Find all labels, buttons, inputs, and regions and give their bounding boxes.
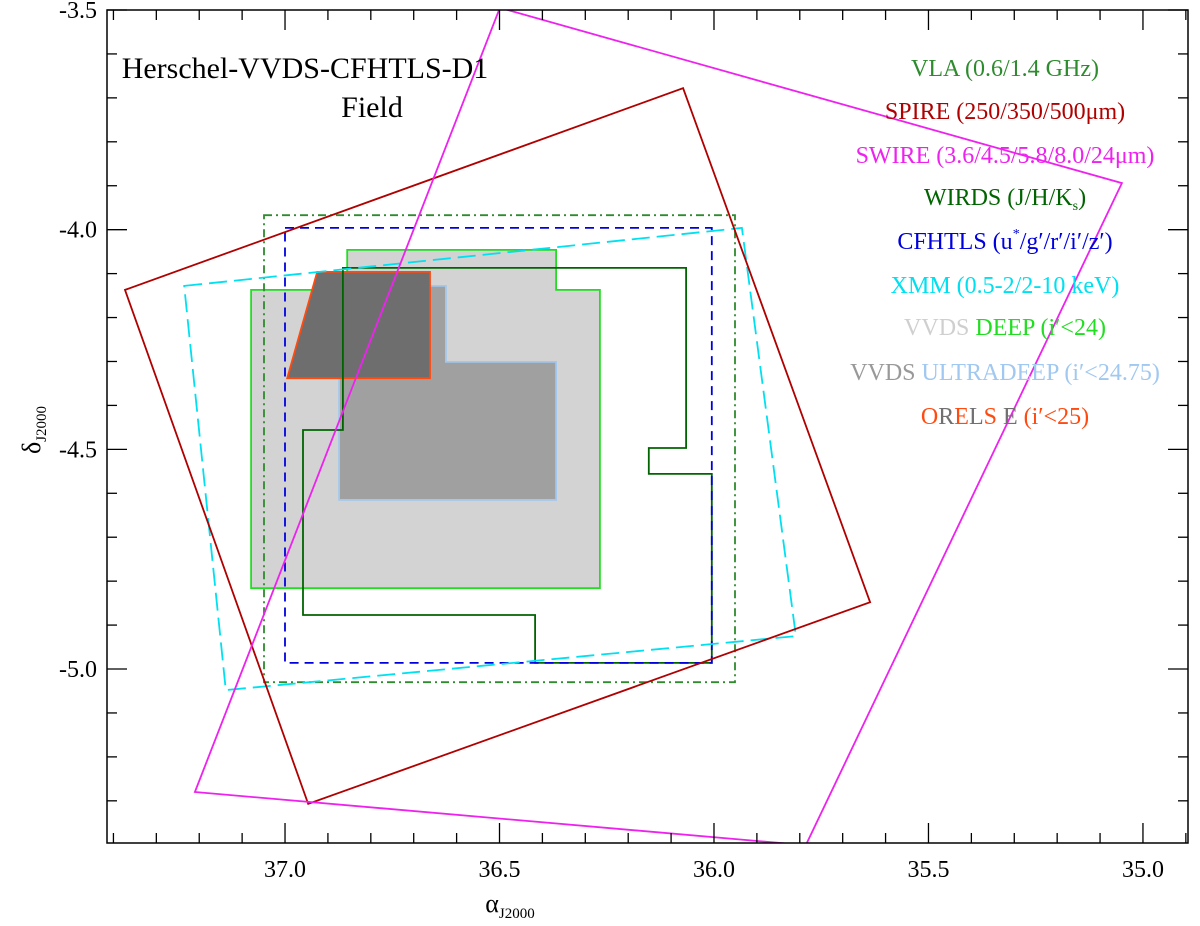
- legend-entry: VVDS ULTRADEEP (i′<24.75): [850, 360, 1160, 386]
- regions-layer: [123, 10, 1124, 843]
- region-xmm: [183, 226, 797, 692]
- region-cfhtls: [284, 226, 713, 664]
- y-tick-label: -5.0: [59, 657, 97, 683]
- y-axis-label-main: δ: [17, 442, 46, 454]
- legend-entry: SPIRE (250/350/500μm): [885, 99, 1125, 125]
- legend-entry-part: R: [938, 404, 954, 430]
- region-orelse: [286, 270, 431, 380]
- x-axis-label: αJ2000: [485, 889, 534, 922]
- legend-entry: CFHTLS (u*/g′/r′/i′/z′): [897, 227, 1112, 255]
- legend-entry-part: VLA (0.6/1.4 GHz): [911, 56, 1099, 82]
- legend: VLA (0.6/1.4 GHz)SPIRE (250/350/500μm)SW…: [850, 56, 1160, 430]
- legend-entry-part: DEEP (i′<24): [975, 315, 1106, 341]
- legend-entry-part: *: [1013, 227, 1020, 242]
- legend-entry-part: CFHTLS (u: [897, 229, 1012, 255]
- y-tick-label: -4.5: [59, 437, 97, 463]
- legend-entry-part: SWIRE (3.6/4.5/5.8/8.0/24μm): [856, 143, 1155, 169]
- legend-entry-part: ULTRADEEP (i′<24.75): [922, 360, 1160, 386]
- region-swire: [193, 10, 1124, 843]
- legend-entry-part: O: [921, 404, 938, 430]
- legend-entry-part: XMM (0.5-2/2-10 keV): [891, 273, 1120, 299]
- region-vla: [263, 214, 736, 684]
- legend-entry: ORELS E (i′<25): [921, 404, 1089, 430]
- y-axis-label: δJ2000: [17, 406, 50, 454]
- plot-frame: [106, 9, 1189, 844]
- region-spire: [123, 87, 872, 806]
- x-tick-label: 35.0: [1122, 857, 1164, 883]
- legend-entry-part: S: [984, 404, 997, 430]
- legend-entry-part: VVDS: [850, 360, 921, 386]
- tick-labels: 37.0 36.5 36.0 35.5 35.0 -3.5 -4.0 -4.5 -5.0: [59, 0, 1164, 883]
- legend-entry-part: s: [1073, 199, 1078, 214]
- legend-entry: VVDS DEEP (i′<24): [904, 315, 1106, 341]
- legend-entry-part: E: [954, 404, 969, 430]
- legend-entry-part: WIRDS (J/H/K: [924, 185, 1073, 211]
- legend-entry-part: SPIRE (250/350/500μm): [885, 99, 1125, 125]
- legend-entry-part: /g′/r′/i′/z′): [1020, 229, 1113, 255]
- ticks-layer: [107, 9, 1188, 843]
- legend-entry-part: VVDS: [904, 315, 975, 341]
- x-tick-label: 36.0: [693, 857, 735, 883]
- legend-entry-part: (i′<25): [1024, 404, 1089, 430]
- chart-title-line-1: Herschel-VVDS-CFHTLS-D1: [122, 52, 489, 85]
- legend-entry: XMM (0.5-2/2-10 keV): [891, 273, 1120, 299]
- legend-entry-part: E: [997, 404, 1024, 430]
- y-tick-label: -3.5: [59, 0, 97, 24]
- x-axis-label-sub: J2000: [499, 906, 535, 922]
- legend-entry-part: ): [1078, 185, 1086, 211]
- x-axis-label-main: α: [485, 889, 499, 918]
- x-tick-label: 37.0: [264, 857, 306, 883]
- legend-entry: SWIRE (3.6/4.5/5.8/8.0/24μm): [856, 143, 1155, 169]
- legend-entry-part: L: [969, 404, 984, 430]
- y-tick-label: -4.0: [59, 218, 97, 244]
- x-tick-label: 35.5: [907, 857, 949, 883]
- x-tick-label: 36.5: [479, 857, 521, 883]
- legend-entry: VLA (0.6/1.4 GHz): [911, 56, 1099, 82]
- chart-title-line-2: Field: [341, 91, 403, 124]
- y-axis-label-sub: J2000: [34, 406, 50, 442]
- legend-entry: WIRDS (J/H/Ks): [924, 185, 1086, 214]
